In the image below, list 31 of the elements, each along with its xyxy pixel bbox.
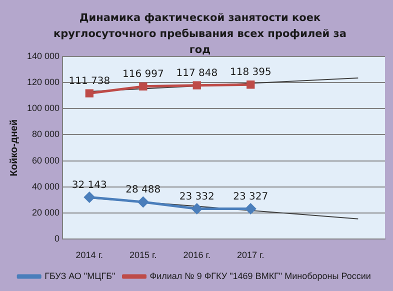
y-axis-title: Койко-дней	[8, 119, 20, 176]
y-tick-label: 20 000	[32, 208, 60, 218]
y-tick-label: 80 000	[32, 129, 60, 140]
data-label: 23 332	[179, 191, 214, 202]
point	[192, 81, 201, 90]
data-label: 118 395	[230, 67, 272, 78]
y-tick-label: 60 000	[32, 155, 60, 166]
point	[138, 196, 148, 208]
point	[245, 203, 256, 214]
data-label: 23 327	[233, 191, 268, 202]
y-tick-label: 40 000	[32, 181, 60, 192]
point	[85, 89, 94, 98]
data-label: 111 738	[68, 76, 110, 87]
x-tick-label: 2015 г.	[130, 250, 157, 260]
legend-label: ГБУЗ АО "МЦГБ"	[44, 270, 116, 281]
data-label: 117 848	[176, 68, 218, 79]
x-tick-label: 2016 г.	[183, 250, 211, 260]
data-label: 116 997	[122, 69, 164, 80]
point	[246, 80, 255, 89]
point	[192, 203, 202, 214]
y-tick-label: 120 000	[26, 77, 60, 87]
data-label: 32 143	[72, 180, 107, 191]
legend-label: Филиал № 9 ФГКУ "1469 ВМКГ" Минобороны России	[150, 270, 371, 281]
x-tick-label: 2014 г.	[76, 250, 104, 260]
y-tick-label: 0	[54, 234, 60, 244]
point	[84, 192, 95, 202]
data-label: 28 488	[126, 184, 161, 196]
y-tick-label: 140 000	[26, 50, 60, 61]
y-tick-label: 100 000	[26, 103, 60, 114]
x-tick-label: 2017 г.	[237, 250, 264, 260]
point	[139, 82, 148, 91]
